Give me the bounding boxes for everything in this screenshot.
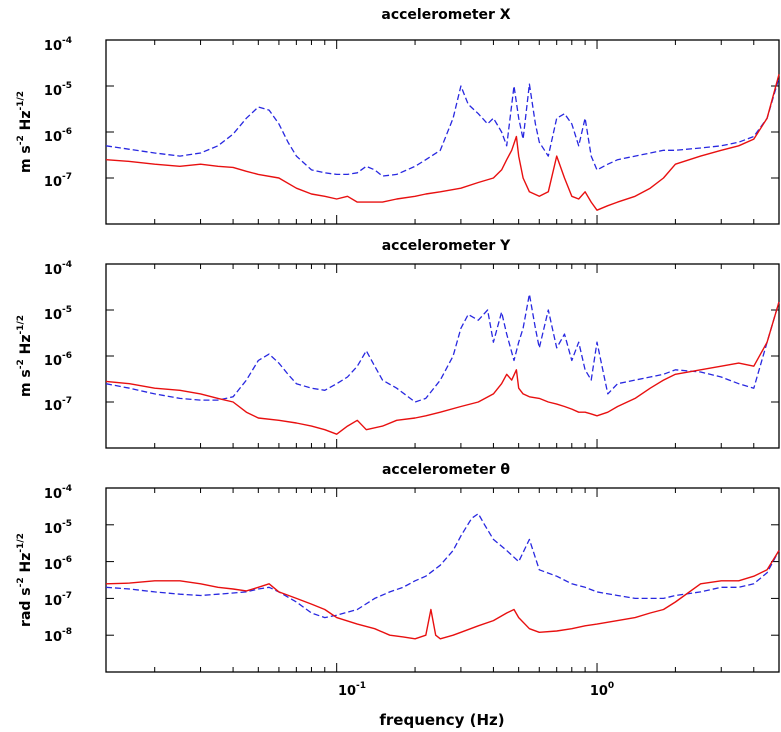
y-axis-label: rad s-2 Hz-1/2 [16, 533, 34, 627]
y-tick-label: 10-6 [44, 351, 72, 369]
plot-area [105, 39, 780, 225]
plot-area [105, 487, 780, 673]
series-line-dashed [105, 513, 780, 619]
y-tick-labels: 10-4 10-5 10-6 10-7 [44, 36, 72, 190]
series-line-solid [105, 301, 780, 435]
plot-frame [105, 39, 780, 225]
y-tick-label: 10-5 [44, 519, 72, 537]
panel-accelerometer-theta: accelerometer θ 10-4 10-5 10-6 10-7 10-8… [16, 462, 780, 729]
panel-title: accelerometer θ [382, 462, 510, 478]
series-line-solid [105, 550, 780, 640]
x-tick-label: 10-1 [338, 681, 366, 699]
y-tick-label: 10-6 [44, 127, 72, 145]
panel-accelerometer-y: accelerometer Y 10-4 10-5 10-6 10-7 m s-… [16, 238, 780, 449]
x-axis-label: frequency (Hz) [379, 711, 504, 729]
y-tick-labels: 10-4 10-5 10-6 10-7 [44, 260, 72, 414]
y-tick-label: 10-7 [44, 396, 72, 414]
y-tick-label: 10-7 [44, 172, 72, 190]
y-axis-label: m s-2 Hz-1/2 [16, 91, 34, 173]
y-tick-label: 10-4 [44, 484, 72, 502]
y-tick-label: 10-5 [44, 81, 72, 99]
plot-area [105, 263, 780, 449]
y-tick-labels: 10-4 10-5 10-6 10-7 10-8 [44, 484, 72, 645]
panel-title: accelerometer Y [382, 238, 511, 254]
plot-frame [105, 487, 780, 673]
panel-title: accelerometer X [381, 7, 510, 23]
series-line-solid [105, 74, 780, 211]
x-tick-label: 100 [590, 681, 614, 699]
series-line-dashed [105, 293, 780, 403]
y-tick-label: 10-4 [44, 260, 72, 278]
y-tick-label: 10-4 [44, 36, 72, 54]
y-tick-label: 10-8 [44, 627, 72, 645]
plot-frame [105, 263, 780, 449]
y-tick-label: 10-5 [44, 305, 72, 323]
y-tick-label: 10-6 [44, 555, 72, 573]
y-tick-label: 10-7 [44, 591, 72, 609]
panel-accelerometer-x: accelerometer X 10-4 10-5 10-6 10-7 m s-… [16, 7, 780, 225]
series-line-dashed [105, 77, 780, 177]
x-tick-labels: 10-1 100 [338, 681, 614, 699]
y-axis-label: m s-2 Hz-1/2 [16, 315, 34, 397]
